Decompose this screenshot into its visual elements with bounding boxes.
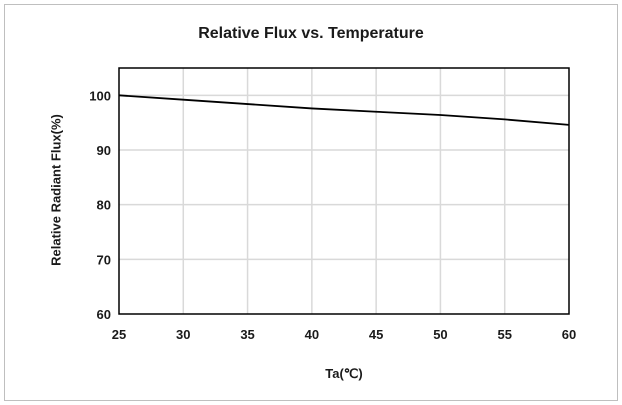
y-tick-label: 80 [97, 198, 111, 213]
series-line [118, 94, 570, 126]
x-tick-label: 45 [369, 327, 383, 342]
y-tick-label: 90 [97, 143, 111, 158]
chart-frame [4, 4, 618, 401]
x-axis-label: Ta(℃) [325, 366, 363, 381]
x-tick-label: 40 [305, 327, 319, 342]
x-tick-label: 60 [562, 327, 576, 342]
y-tick-label: 100 [89, 88, 111, 103]
x-tick-label: 55 [497, 327, 511, 342]
x-tick-label: 35 [240, 327, 254, 342]
plot-area-border [118, 67, 570, 315]
y-tick-label: 60 [97, 307, 111, 322]
x-tick-label: 25 [112, 327, 126, 342]
chart-title: Relative Flux vs. Temperature [198, 25, 424, 42]
y-tick-label: 70 [97, 252, 111, 267]
x-tick-label: 50 [433, 327, 447, 342]
x-tick-label: 30 [176, 327, 190, 342]
